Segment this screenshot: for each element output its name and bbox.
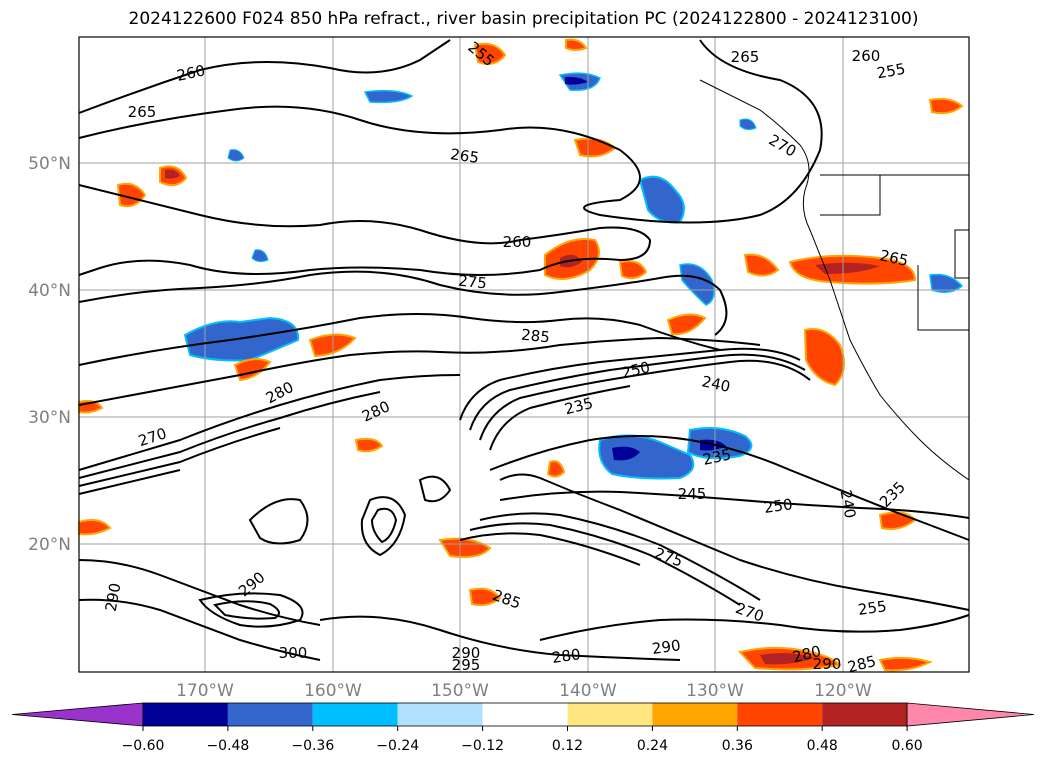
colorbar-segment (312, 703, 398, 726)
contour-label: 295 (452, 656, 481, 674)
colorbar-tick-label: −0.48 (206, 738, 249, 754)
colorbar-segment (652, 703, 738, 726)
contour-label: 290 (651, 636, 682, 658)
lat-label-50n: 50°N (28, 154, 71, 174)
latitude-labels: 50°N 40°N 30°N 20°N (28, 154, 71, 555)
precip-shading (78, 38, 964, 672)
colorbar-segment (822, 703, 908, 726)
contour-label: 290 (452, 644, 481, 662)
longitude-labels: 170°W 160°W 150°W 140°W 130°W 120°W (176, 681, 872, 701)
colorbar-outline (142, 702, 908, 727)
contour-label: 255 (875, 60, 906, 83)
contour-label: 250 (763, 495, 794, 517)
contour-label: 265 (128, 103, 157, 121)
colorbar-segment (143, 703, 228, 726)
contour-label: 260 (503, 233, 532, 251)
colorbar-tick-label: 0.36 (722, 738, 753, 754)
colorbar-tick-label: −0.12 (461, 738, 504, 754)
contour-label: 290 (102, 581, 125, 612)
colorbar-segment (482, 703, 568, 726)
colorbar-tick-label: −0.36 (291, 738, 334, 754)
lon-label-120w: 120°W (814, 681, 872, 701)
map-frame (78, 36, 970, 673)
lat-label-20n: 20°N (28, 535, 71, 555)
contour-label: 255 (857, 597, 888, 619)
lon-label-160w: 160°W (304, 681, 362, 701)
lon-label-140w: 140°W (559, 681, 617, 701)
colorbar-segment (227, 703, 313, 726)
contour-label: 260 (852, 47, 881, 65)
colorbar: −0.60 −0.48 −0.36 −0.24 −0.12 0.12 0.24 0.36 0.4… (11, 702, 1035, 754)
colorbar-tick-label: 0.12 (552, 738, 583, 754)
colorbar-segment (567, 703, 653, 726)
contour-label: 265 (731, 48, 760, 66)
colorbar-segment (397, 703, 483, 726)
colorbar-tick-label: 0.48 (807, 738, 838, 754)
coastline (699, 79, 970, 481)
colorbar-tick-label: 0.24 (637, 738, 668, 754)
contour-label: 240 (837, 488, 860, 519)
contour-label: 285 (520, 326, 550, 347)
colorbar-segments (11, 702, 1035, 727)
colorbar-segment (737, 703, 823, 726)
lon-label-170w: 170°W (176, 681, 234, 701)
contour-label: 265 (878, 246, 910, 270)
colorbar-tick-label: −0.60 (122, 738, 165, 754)
contour-label: 240 (700, 372, 732, 396)
graticule (79, 37, 969, 672)
colorbar-tick-label: 0.60 (892, 738, 923, 754)
contour-label: 290 (813, 655, 842, 673)
colorbar-ticks: −0.60 −0.48 −0.36 −0.24 −0.12 0.12 0.24 0.36 0.4… (122, 726, 923, 754)
colorbar-extend-high (906, 702, 1035, 727)
contour-label: 275 (457, 272, 487, 293)
colorbar-extend-low (11, 702, 144, 727)
contour-label: 280 (551, 645, 582, 667)
refractivity-contours (78, 39, 970, 661)
map-title: 2024122600 F024 850 hPa refract., river … (128, 9, 919, 29)
contour-label: 245 (678, 485, 707, 503)
contour-label: 260 (175, 61, 207, 85)
colorbar-tick-label: −0.24 (376, 738, 419, 754)
lat-label-40n: 40°N (28, 281, 71, 301)
lon-label-150w: 150°W (431, 681, 489, 701)
contour-label: 265 (449, 145, 480, 167)
contour-label: 235 (701, 445, 733, 469)
lon-label-130w: 130°W (686, 681, 744, 701)
lat-label-30n: 30°N (28, 408, 71, 428)
contour-label: 300 (279, 644, 308, 662)
